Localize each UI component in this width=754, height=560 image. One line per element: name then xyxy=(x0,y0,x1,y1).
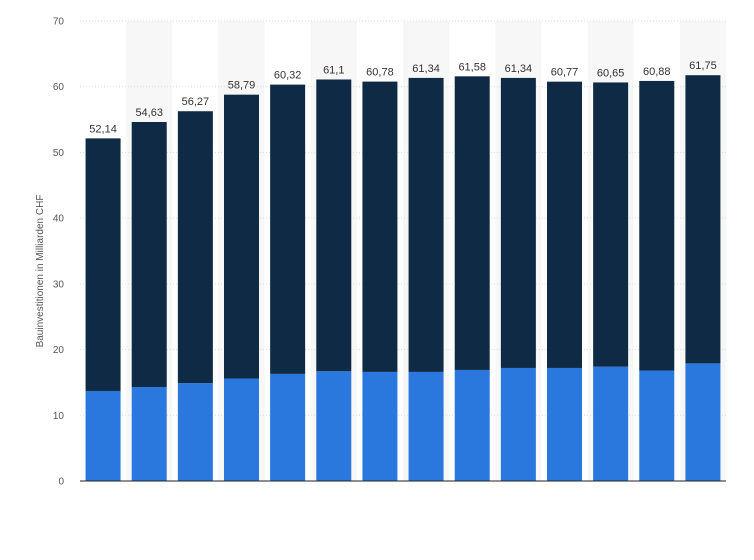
bar-segment-upper[interactable] xyxy=(685,75,721,364)
bar-segment-upper[interactable] xyxy=(500,77,536,368)
bar-segment-upper[interactable] xyxy=(224,94,259,379)
y-tick-label: 50 xyxy=(53,148,65,159)
bar-segment-lower[interactable] xyxy=(593,366,629,481)
y-tick-label: 60 xyxy=(53,82,65,93)
y-tick-label: 0 xyxy=(58,477,64,488)
bar-total-label: 61,1 xyxy=(323,64,344,76)
bar-segment-lower[interactable] xyxy=(131,387,167,481)
y-axis-title: Bauinvestitionen in Milliarden CHF xyxy=(35,195,46,348)
y-tick-label: 30 xyxy=(53,279,65,290)
bar-total-label: 61,34 xyxy=(412,63,440,75)
bar-segment-lower[interactable] xyxy=(316,371,352,481)
bar-total-label: 54,63 xyxy=(135,107,163,119)
bar-segment-lower[interactable] xyxy=(177,383,213,481)
bar-total-label: 58,79 xyxy=(228,80,256,92)
bar-segment-lower[interactable] xyxy=(362,371,398,481)
bar-total-label: 60,65 xyxy=(597,67,625,79)
bar-segment-lower[interactable] xyxy=(454,369,490,481)
bar-segment-upper[interactable] xyxy=(593,82,629,367)
bar-total-label: 61,34 xyxy=(505,63,533,75)
bar-segment-upper[interactable] xyxy=(177,111,213,384)
bar-segment-lower[interactable] xyxy=(639,370,675,481)
bar-segment-upper[interactable] xyxy=(270,84,306,374)
bar-segment-lower[interactable] xyxy=(408,371,444,481)
bar-total-label: 61,58 xyxy=(458,61,486,73)
bar-segment-lower[interactable] xyxy=(685,363,721,481)
bar-segment-lower[interactable] xyxy=(85,390,121,481)
bar-segment-upper[interactable] xyxy=(316,79,352,372)
bar-total-label: 60,77 xyxy=(551,67,579,79)
y-tick-label: 20 xyxy=(53,345,65,356)
bar-total-label: 60,88 xyxy=(643,66,671,78)
bar-total-label: 61,75 xyxy=(689,60,717,72)
bar-segment-lower[interactable] xyxy=(224,378,259,481)
bar-segment-upper[interactable] xyxy=(85,138,121,391)
y-tick-label: 70 xyxy=(53,17,65,28)
bar-segment-upper[interactable] xyxy=(639,80,675,371)
bar-segment-upper[interactable] xyxy=(547,81,582,368)
data-labels: 52,14 54,63 56,27 58,79 60,32 61,1 60,78 61,34 6… xyxy=(89,60,716,135)
bar-total-label: 60,78 xyxy=(366,67,394,79)
y-tick-label: 10 xyxy=(53,411,65,422)
bar-total-label: 52,14 xyxy=(89,123,117,135)
bar-total-label: 56,27 xyxy=(182,96,210,108)
y-tick-label: 40 xyxy=(53,214,65,225)
bar-total-label: 60,32 xyxy=(274,70,302,82)
bar-segment-lower[interactable] xyxy=(270,373,306,481)
bar-segment-lower[interactable] xyxy=(500,367,536,481)
y-axis-ticks: 0 10 20 30 40 50 60 70 xyxy=(53,17,65,488)
bar-segment-upper[interactable] xyxy=(454,76,490,370)
bar-segment-upper[interactable] xyxy=(362,81,398,372)
bar-segment-upper[interactable] xyxy=(131,122,167,388)
bar-segment-upper[interactable] xyxy=(408,77,444,372)
bar-segment-lower[interactable] xyxy=(547,367,582,481)
bars xyxy=(85,75,721,481)
